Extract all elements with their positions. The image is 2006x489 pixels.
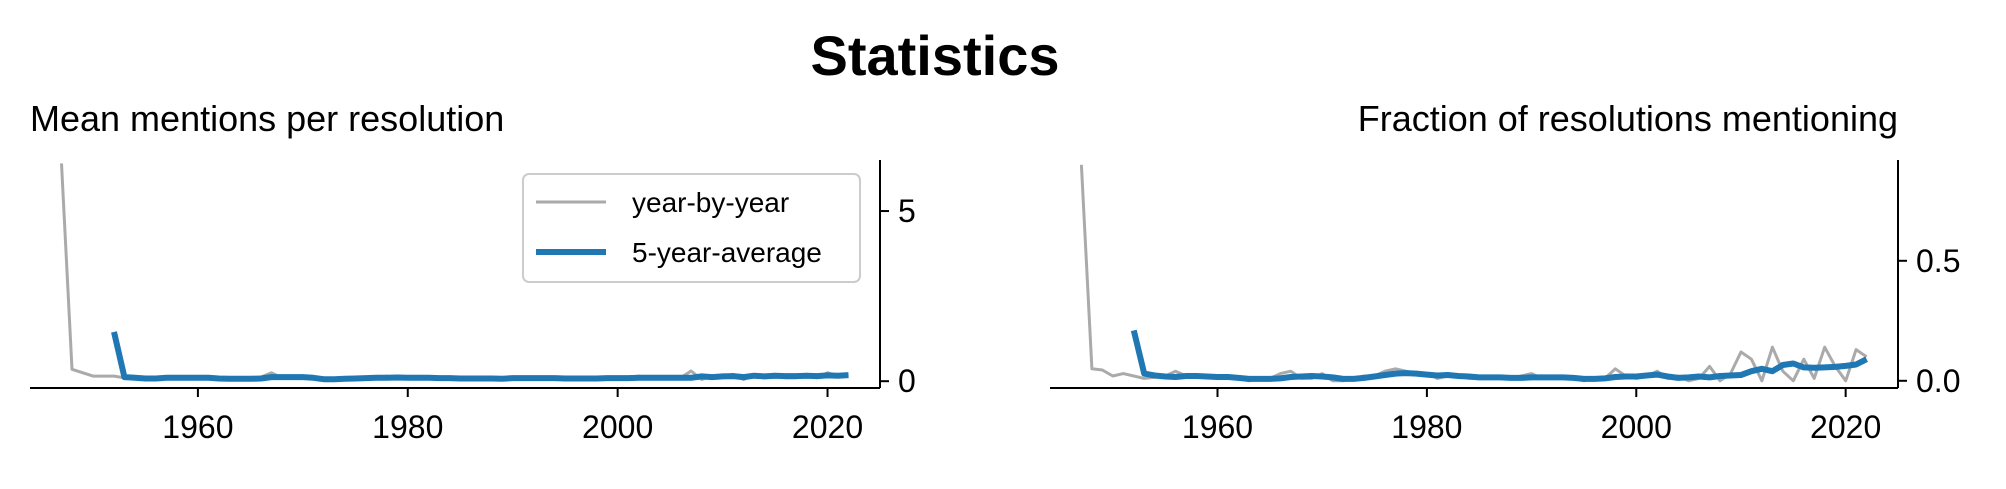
legend-frame [522,173,861,283]
y-tick-label: 0.0 [1916,363,1960,399]
x-tick-label: 2020 [792,409,863,445]
x-tick-label: 1980 [1391,409,1462,445]
plot-area: 1960 1980 2000 2020 0 5 [30,160,916,445]
x-tick-label: 2000 [582,409,653,445]
x-tick-label: 1960 [162,409,233,445]
plot-area: 1960 1980 2000 2020 0.0 0.5 [1050,160,1960,445]
series-line-5-year-average [1130,329,1868,382]
series-line-5-year-average [111,331,849,383]
y-tick-label: 0 [898,363,916,399]
x-tick-label: 2000 [1601,409,1672,445]
legend-label-year-by-year: year-by-year [632,187,789,218]
series-line-year-by-year [1079,164,1868,383]
x-tick-label: 2020 [1810,409,1881,445]
x-tick-label: 1980 [372,409,443,445]
figure-suptitle: Statistics [811,24,1060,87]
y-tick-label: 5 [898,193,916,229]
subplot-title: Fraction of resolutions mentioning [1358,98,1898,139]
subplot-fraction-mentioning: Fraction of resolutions mentioning 1960 1… [1050,98,1960,445]
subplot-mean-mentions: Mean mentions per resolution 1960 1980 200… [30,98,916,445]
subplot-title: Mean mentions per resolution [30,98,504,139]
y-tick-label: 0.5 [1916,243,1960,279]
legend-label-5-year-average: 5-year-average [632,237,822,268]
legend: year-by-year 5-year-average [522,173,861,283]
x-tick-label: 1960 [1182,409,1253,445]
